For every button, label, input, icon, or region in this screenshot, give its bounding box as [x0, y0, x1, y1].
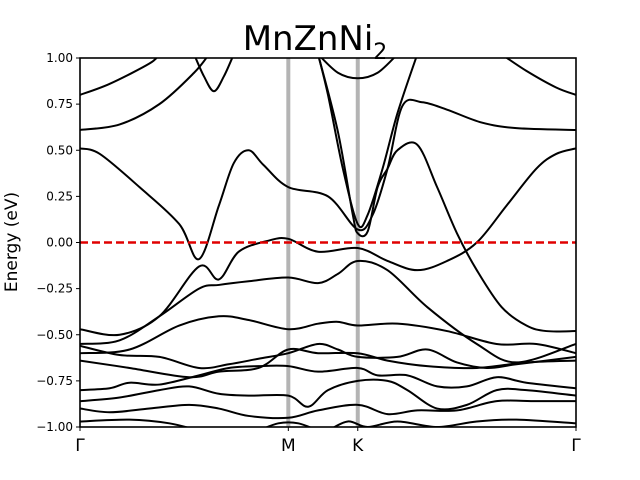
y-tick-label: 0.00	[46, 236, 73, 250]
y-tick-label: −1.00	[36, 420, 73, 434]
y-tick-label: 0.50	[46, 143, 73, 157]
kpoint-label: K	[352, 436, 364, 456]
band-line-16	[80, 418, 190, 427]
band-line-7	[318, 58, 576, 333]
band-line-0	[80, 58, 158, 96]
band-line-13	[80, 364, 576, 392]
bands	[80, 58, 576, 427]
y-tick-label: −0.75	[36, 374, 73, 388]
y-axis-label: Energy (eV)	[2, 192, 22, 292]
band-line-17	[264, 421, 312, 427]
band-line-10	[80, 315, 576, 355]
band-line-12	[80, 347, 576, 379]
kpoint-label: M	[281, 436, 296, 456]
y-tick-label: −0.25	[36, 282, 73, 296]
kpoint-label: Γ	[571, 436, 581, 456]
band-line-11	[80, 342, 576, 370]
band-line-8	[80, 147, 576, 337]
band-line-2	[80, 58, 208, 131]
band-line-1	[194, 58, 234, 93]
band-line-14	[80, 378, 576, 411]
band-line-15	[80, 399, 576, 420]
chart-title-subscript: 2	[373, 40, 387, 65]
chart-title-main: MnZnNi	[243, 19, 374, 59]
band-line-6	[80, 98, 576, 261]
y-tick-label: −0.50	[36, 328, 73, 342]
band-line-9	[80, 259, 576, 364]
band-line-3	[317, 58, 418, 229]
band-line-5	[505, 58, 576, 96]
band-line-4	[320, 58, 396, 80]
y-tick-label: 1.00	[46, 51, 73, 65]
y-tick-label: 0.25	[46, 189, 73, 203]
kpoint-label: Γ	[75, 436, 85, 456]
y-tick-label: 0.75	[46, 97, 73, 111]
band-line-18	[332, 418, 576, 427]
y-ticks: −1.00 −0.75 −0.50 −0.25 0.00 0.25 0.50 0.75 1.00	[36, 51, 80, 434]
